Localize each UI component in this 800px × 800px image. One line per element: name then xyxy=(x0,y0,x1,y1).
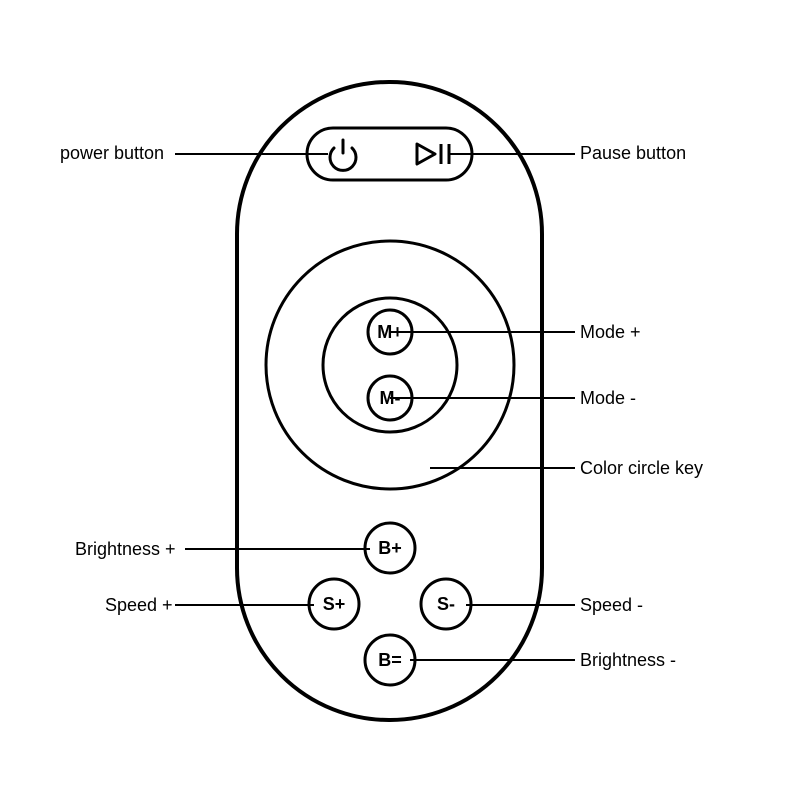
label-power: power button xyxy=(60,143,164,164)
label-speed-plus: Speed + xyxy=(105,595,173,616)
label-color-circle: Color circle key xyxy=(580,458,703,479)
play-pause-icon xyxy=(417,144,449,164)
speed-minus-label: S- xyxy=(437,594,455,614)
label-speed-minus: Speed - xyxy=(580,595,643,616)
color-wheel-outer xyxy=(266,241,514,489)
brightness-plus-label: B+ xyxy=(378,538,402,558)
speed-plus-label: S+ xyxy=(323,594,346,614)
label-mode-minus: Mode - xyxy=(580,388,636,409)
diagram-svg: M+ M- B+ S+ S- B= xyxy=(0,0,800,800)
label-brightness-plus: Brightness + xyxy=(75,539,176,560)
brightness-minus-label: B= xyxy=(378,650,402,670)
label-pause: Pause button xyxy=(580,143,686,164)
label-brightness-minus: Brightness - xyxy=(580,650,676,671)
label-mode-plus: Mode + xyxy=(580,322,641,343)
power-icon xyxy=(330,140,356,170)
remote-diagram: M+ M- B+ S+ S- B= xyxy=(0,0,800,800)
